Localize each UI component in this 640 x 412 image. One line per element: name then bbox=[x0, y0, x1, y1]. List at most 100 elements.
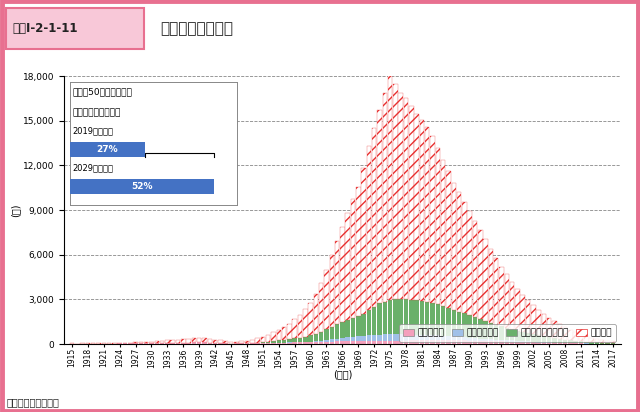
Bar bbox=[531, 305, 536, 334]
Bar bbox=[520, 295, 525, 332]
Bar bbox=[441, 160, 445, 306]
Bar bbox=[335, 324, 339, 339]
Bar bbox=[117, 343, 122, 344]
Bar bbox=[255, 338, 260, 343]
Bar bbox=[541, 343, 546, 344]
Bar bbox=[372, 335, 376, 341]
Bar bbox=[515, 341, 520, 342]
Bar bbox=[255, 343, 260, 344]
Bar bbox=[324, 269, 329, 329]
Bar bbox=[483, 341, 488, 344]
Bar bbox=[478, 341, 483, 344]
Bar bbox=[531, 342, 536, 344]
Bar bbox=[287, 342, 292, 344]
Bar bbox=[133, 343, 138, 344]
Bar bbox=[494, 339, 499, 341]
Bar bbox=[430, 335, 435, 340]
Bar bbox=[457, 311, 461, 337]
Bar bbox=[536, 310, 541, 335]
Bar bbox=[319, 283, 323, 332]
Bar bbox=[335, 241, 339, 324]
Bar bbox=[377, 303, 382, 335]
Bar bbox=[393, 299, 397, 334]
Bar bbox=[218, 343, 223, 344]
Bar bbox=[467, 315, 472, 337]
Bar bbox=[547, 342, 552, 343]
Bar bbox=[303, 337, 308, 342]
Bar bbox=[611, 342, 615, 343]
Bar bbox=[351, 199, 355, 318]
Legend: 国土交通省, 高速道路会社, 都道府県・政令市等, 市区町村: 国土交通省, 高速道路会社, 都道府県・政令市等, 市区町村 bbox=[399, 324, 616, 342]
Bar bbox=[430, 340, 435, 344]
Bar bbox=[473, 220, 477, 317]
Bar bbox=[467, 337, 472, 341]
Bar bbox=[330, 339, 334, 342]
Bar bbox=[552, 343, 557, 344]
Bar bbox=[525, 333, 531, 341]
Bar bbox=[430, 303, 435, 335]
Bar bbox=[605, 343, 610, 344]
Bar bbox=[139, 343, 143, 344]
Bar bbox=[346, 320, 350, 337]
Bar bbox=[520, 332, 525, 341]
Bar bbox=[510, 329, 515, 340]
Bar bbox=[144, 342, 148, 343]
Bar bbox=[499, 342, 504, 344]
Bar bbox=[346, 213, 350, 320]
Bar bbox=[186, 342, 191, 344]
FancyBboxPatch shape bbox=[6, 8, 145, 49]
Bar bbox=[356, 187, 360, 316]
Bar bbox=[399, 335, 403, 341]
Bar bbox=[552, 338, 557, 342]
Bar bbox=[457, 337, 461, 340]
Bar bbox=[191, 342, 196, 344]
Bar bbox=[494, 258, 499, 325]
Bar bbox=[308, 335, 313, 342]
Bar bbox=[436, 304, 440, 335]
Bar bbox=[362, 168, 366, 314]
Bar bbox=[377, 341, 382, 344]
Bar bbox=[504, 342, 509, 344]
Bar bbox=[154, 341, 159, 343]
Bar bbox=[393, 334, 397, 341]
Bar bbox=[298, 337, 302, 342]
Bar bbox=[573, 341, 578, 343]
Bar bbox=[600, 340, 605, 343]
Bar bbox=[563, 327, 568, 340]
Bar bbox=[563, 343, 568, 344]
Bar bbox=[611, 343, 615, 344]
Bar bbox=[186, 339, 191, 342]
Bar bbox=[420, 340, 424, 344]
Bar bbox=[149, 342, 154, 343]
Bar bbox=[282, 340, 286, 343]
Bar bbox=[525, 300, 531, 333]
Bar bbox=[181, 343, 186, 344]
Bar bbox=[191, 338, 196, 342]
Bar bbox=[462, 337, 467, 340]
Bar bbox=[133, 342, 138, 343]
Bar bbox=[197, 342, 202, 344]
Bar bbox=[181, 339, 186, 343]
Bar bbox=[351, 337, 355, 341]
Bar bbox=[488, 339, 493, 341]
Bar bbox=[388, 74, 392, 300]
Bar bbox=[292, 319, 297, 338]
Bar bbox=[388, 334, 392, 341]
Bar bbox=[488, 248, 493, 323]
Bar bbox=[393, 341, 397, 344]
Bar bbox=[462, 314, 467, 337]
Bar bbox=[202, 338, 207, 342]
Bar bbox=[223, 343, 228, 344]
Bar bbox=[425, 126, 429, 302]
Bar bbox=[319, 342, 323, 344]
Bar bbox=[314, 294, 318, 334]
Bar bbox=[298, 315, 302, 337]
Bar bbox=[605, 341, 610, 343]
Bar bbox=[525, 342, 531, 344]
Bar bbox=[414, 300, 419, 335]
Bar bbox=[260, 342, 265, 343]
Bar bbox=[176, 340, 180, 343]
Bar bbox=[276, 343, 281, 344]
Bar bbox=[314, 341, 318, 342]
Bar bbox=[266, 342, 271, 343]
